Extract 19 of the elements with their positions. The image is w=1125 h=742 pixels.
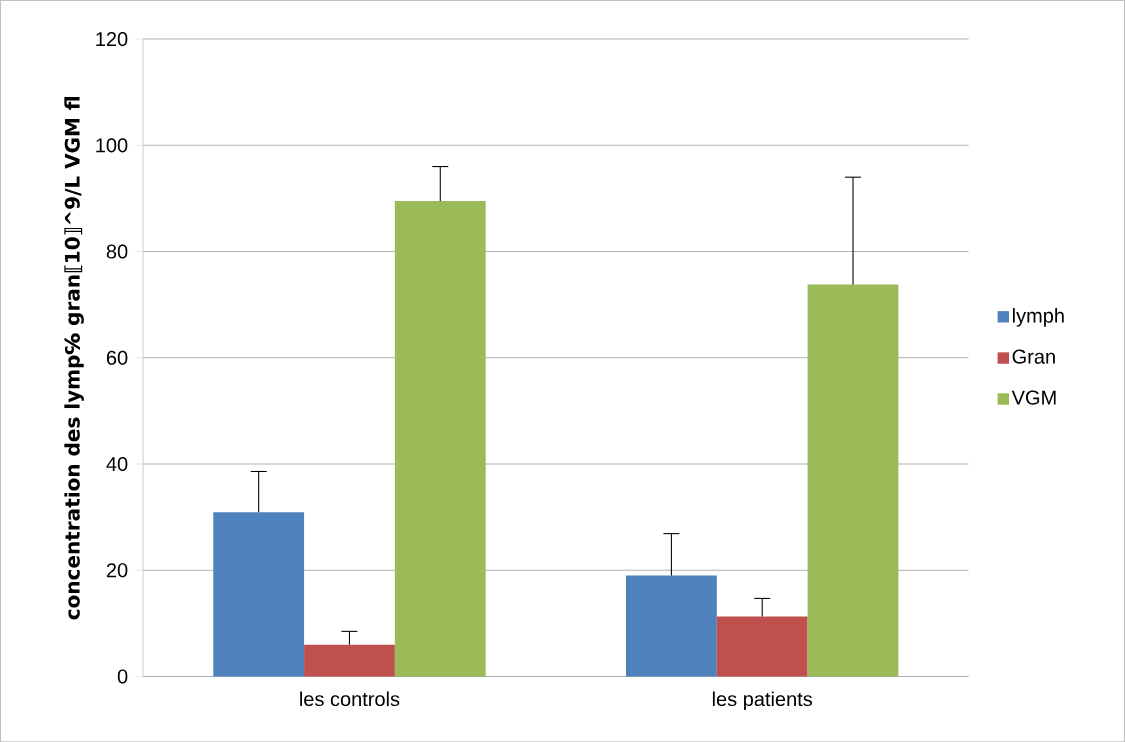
bar	[716, 616, 808, 677]
y-axis-title: concentration des lymp℅ gran⟦10⟧^9/L VGM fl	[64, 96, 84, 620]
x-tick-label: les controls	[300, 691, 400, 706]
x-tick-label: les patients	[712, 691, 813, 710]
y-tick-label: 60	[106, 350, 128, 365]
y-tick-label: 100	[96, 138, 128, 153]
bar	[213, 512, 305, 677]
y-tick-label: 120	[96, 31, 128, 47]
bar	[394, 200, 486, 677]
y-tick-label: 40	[106, 456, 128, 471]
bar	[626, 575, 717, 677]
y-tick-label: 0	[117, 669, 128, 684]
bar	[304, 644, 395, 677]
y-tick-label: 80	[106, 244, 128, 259]
bar	[807, 284, 899, 677]
y-tick-label: 20	[106, 563, 128, 578]
legend-label: Gran	[1012, 349, 1055, 364]
legend-label: VGM	[1011, 390, 1056, 405]
legend-label: lymph	[1012, 307, 1064, 327]
